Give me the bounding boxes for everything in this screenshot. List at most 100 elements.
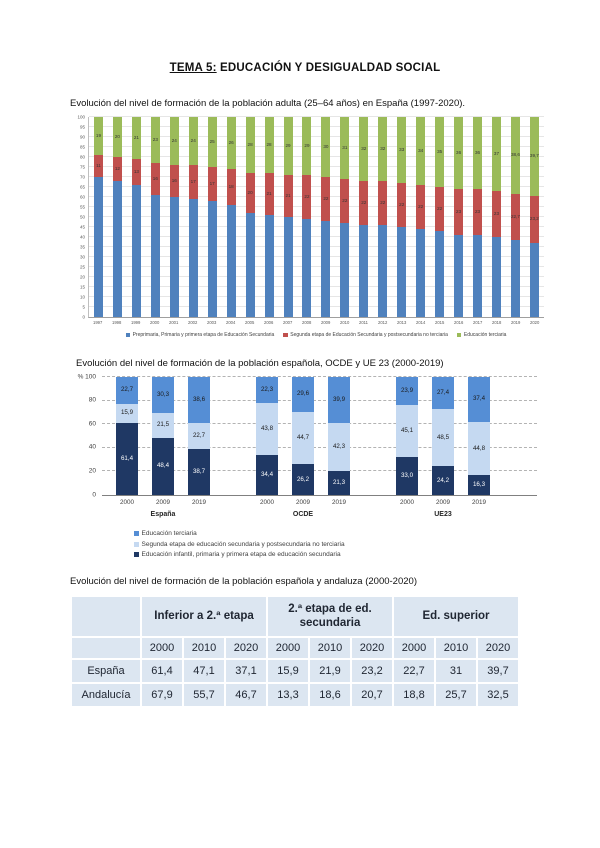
bar-segment: 22 (340, 179, 350, 223)
table-years-row: 2000 2010 2020 2000 2010 2020 2000 2010 2020 (70, 635, 520, 660)
bar-value-label: 33,0 (400, 471, 414, 479)
legend-item: Educación terciaria (456, 332, 506, 338)
bar-value-label: 22,7 (192, 431, 206, 439)
chart1-caption: Evolución del nivel de formación de la p… (70, 98, 466, 109)
x-tick-label: 2013 (397, 320, 407, 325)
bar-value-label: 23,9 (400, 386, 414, 394)
y-tick-label: 65 (79, 183, 85, 189)
bar-value-label: 16,3 (472, 481, 486, 489)
x-tick-label: 2000 (119, 499, 134, 506)
table-caption: Evolución del nivel de formación de la p… (70, 576, 417, 587)
gridline (89, 236, 544, 237)
chart2-stacked-bar-chart: 0 20 40 60 80 % 100 22,7 15,9 61,4 30,3 21,5 48,4 38… (72, 373, 537, 558)
stacked-bar-España-2000: 22,7 15,9 61,4 (116, 377, 138, 495)
bar-value-label: 31 (342, 144, 348, 150)
gridline (89, 206, 544, 207)
bar-value-label: 24 (171, 137, 177, 143)
y-tick-label: 25 (79, 263, 85, 269)
table-group-header-row: Inferior a 2.ª etapa 2.ª etapa de ed. sec… (70, 595, 520, 638)
column-group-header: Ed. superior (392, 595, 520, 638)
x-tick-label: 2020 (530, 320, 540, 325)
legend-swatch (125, 332, 131, 338)
bar-value-label: 30 (323, 143, 329, 149)
bar-value-label: 16 (171, 177, 177, 183)
stacked-bar-OCDE-2019: 39,9 42,3 21,3 (328, 377, 350, 495)
bar-segment: 22 (359, 181, 369, 225)
bar-segment: 61,4 (116, 422, 138, 495)
y-tick-label: 60 (79, 193, 85, 199)
y-tick-label: 5 (82, 303, 85, 309)
bar-segment (112, 181, 122, 317)
bar-segment: 39,7 (529, 117, 539, 197)
x-tick-label: 2006 (264, 320, 274, 325)
value-cell: 22,7 (392, 657, 436, 684)
gridline (89, 226, 544, 227)
bar-segment: 11 (93, 155, 103, 177)
y-tick-label: 20 (79, 273, 85, 279)
x-tick-label: 2009 (321, 320, 331, 325)
legend-swatch (134, 541, 139, 547)
y-tick-label: 95 (79, 123, 85, 129)
x-tick-label: 2016 (454, 320, 464, 325)
bar-segment: 44,7 (292, 411, 314, 465)
chart1-x-axis: 1997 1998 1999 2000 2001 2002 2003 2004 2005 2006… (88, 320, 544, 325)
x-tick-label: 2012 (378, 320, 388, 325)
legend-label: Segunda etapa de Educación Secundaria y … (290, 332, 448, 338)
stacked-bar-2016: 36 23 (454, 117, 464, 317)
bar-segment: 22,7 (510, 194, 520, 240)
stacked-bar-2002: 24 17 (188, 117, 198, 317)
bar-value-label: 28 (266, 141, 272, 147)
bar-segment: 21,5 (152, 412, 174, 439)
legend-swatch (283, 332, 288, 338)
bar-segment: 20 (112, 117, 122, 157)
bar-segment (397, 227, 407, 317)
bar-segment: 23 (473, 189, 483, 235)
bar-segment: 36 (454, 117, 464, 189)
stacked-bar-2015: 35 22 (435, 117, 445, 317)
y-tick-label: 30 (79, 253, 85, 259)
y-tick-label: 90 (79, 133, 85, 139)
chart2-caption: Evolución del nivel de formación de la p… (76, 358, 444, 369)
year-header: 2000 (140, 635, 184, 660)
chart2-bars: 22,7 15,9 61,4 30,3 21,5 48,4 38,6 22,7 38,7 22,3… (102, 377, 537, 495)
bar-value-label: 39,7 (529, 153, 539, 159)
bar-value-label: 61,4 (120, 454, 134, 462)
bar-segment: 33,0 (396, 456, 418, 495)
bar-segment: 28 (264, 117, 274, 173)
x-tick-label: 2019 (191, 499, 206, 506)
stacked-bar-2020: 39,7 23,2 (529, 117, 539, 317)
row-label: Andalucía (70, 681, 142, 708)
legend-item: Segunda etapa de educación secundaria y … (134, 541, 537, 548)
bar-value-label: 21,3 (332, 478, 346, 486)
bar-segment: 25 (207, 117, 217, 167)
legend-swatch (134, 552, 139, 557)
bar-segment (435, 231, 445, 317)
chart1-stacked-bar-chart: 0 5 10 15 20 25 30 35 40 45 50 55 60 65 70 75 80 85 90 95 10… (72, 114, 544, 338)
bar-value-label: 34,4 (260, 470, 274, 478)
y-tick-label: 80 (79, 153, 85, 159)
y-tick-label: 0 (82, 313, 85, 319)
gridline (89, 176, 544, 177)
bar-group-UE23: 23,9 45,1 33,0 27,4 48,5 24,2 37,4 44,8 16,3 (396, 377, 490, 495)
bar-segment (283, 217, 293, 317)
bar-segment: 22 (302, 175, 312, 219)
stacked-bar-UE23-2019: 37,4 44,8 16,3 (468, 377, 490, 495)
x-tick-label: 2004 (226, 320, 236, 325)
stacked-bar-2009: 30 22 (321, 117, 331, 317)
bar-value-label: 17 (209, 180, 215, 186)
stacked-bar-2012: 32 22 (378, 117, 388, 317)
bar-group-España: 22,7 15,9 61,4 30,3 21,5 48,4 38,6 22,7 38,7 (116, 377, 210, 495)
page-title-number: TEMA 5: (169, 62, 217, 74)
bar-value-label: 26 (228, 139, 234, 145)
bar-segment: 31 (340, 117, 350, 179)
x-tick-label: 2009 (295, 499, 310, 506)
bar-value-label: 25 (209, 138, 215, 144)
stacked-bar-1998: 20 12 (112, 117, 122, 317)
bar-value-label: 37,4 (472, 395, 486, 403)
gridline (89, 246, 544, 247)
bar-segment: 23,2 (529, 196, 539, 243)
bar-value-label: 22 (304, 193, 310, 199)
bar-value-label: 36 (456, 149, 462, 155)
bar-segment: 48,5 (432, 409, 454, 467)
gridline (102, 423, 537, 425)
